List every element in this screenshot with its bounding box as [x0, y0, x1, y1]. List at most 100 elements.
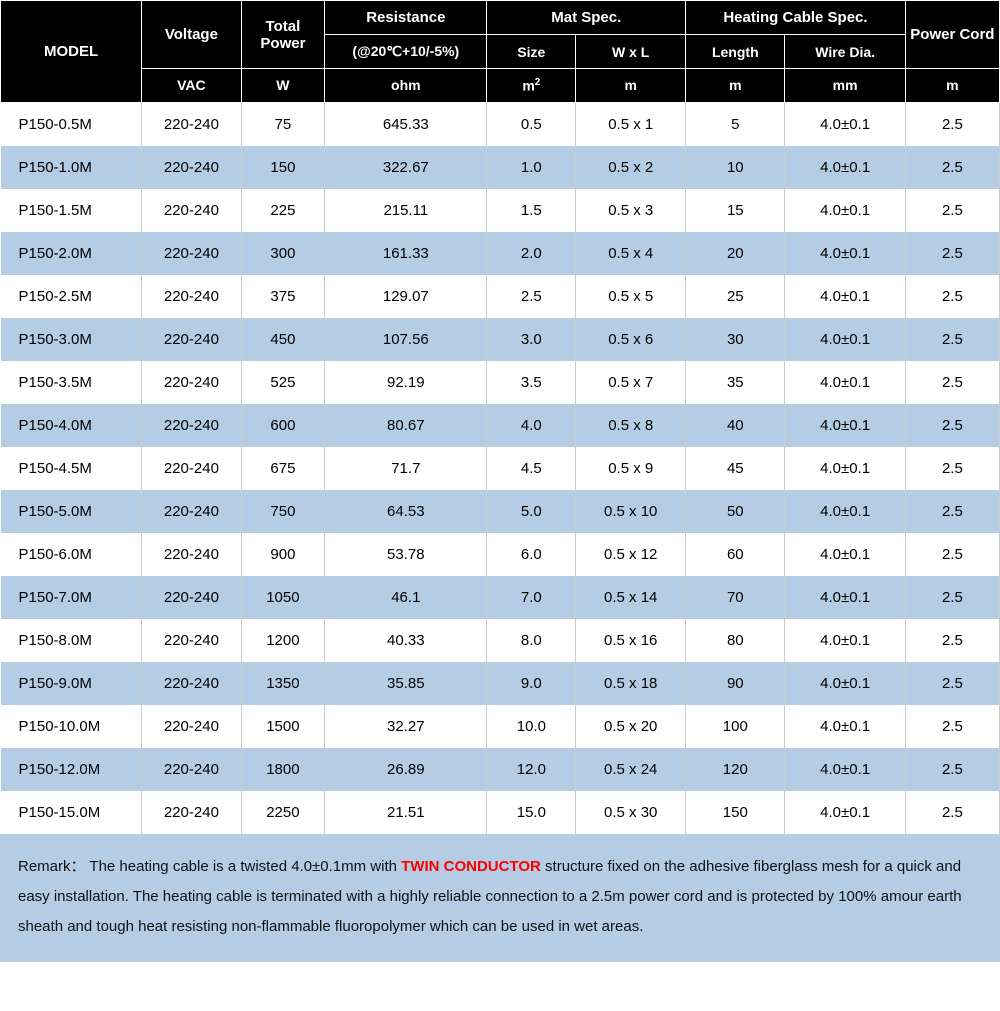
- cell-wxl: 0.5 x 30: [576, 791, 686, 834]
- cell-wdia: 4.0±0.1: [785, 447, 905, 490]
- cell-model: P150-4.5M: [1, 447, 142, 490]
- cell-wxl: 0.5 x 4: [576, 232, 686, 275]
- cell-wxl: 0.5 x 18: [576, 662, 686, 705]
- cell-wxl: 0.5 x 9: [576, 447, 686, 490]
- cell-voltage: 220-240: [142, 318, 241, 361]
- cell-wdia: 4.0±0.1: [785, 318, 905, 361]
- cell-res: 21.51: [325, 791, 487, 834]
- col-header-voltage: Voltage: [142, 1, 241, 69]
- unit-voltage: VAC: [142, 69, 241, 103]
- cell-wxl: 0.5 x 6: [576, 318, 686, 361]
- col-header-resistance: Resistance: [325, 1, 487, 35]
- cell-pcord: 2.5: [905, 189, 999, 232]
- cell-size: 0.5: [487, 102, 576, 146]
- cell-res: 80.67: [325, 404, 487, 447]
- cell-length: 5: [686, 102, 785, 146]
- cell-size: 1.0: [487, 146, 576, 189]
- cell-pcord: 2.5: [905, 275, 999, 318]
- cell-res: 215.11: [325, 189, 487, 232]
- cell-wxl: 0.5 x 16: [576, 619, 686, 662]
- cell-pcord: 2.5: [905, 619, 999, 662]
- unit-length: m: [686, 69, 785, 103]
- cell-wxl: 0.5 x 20: [576, 705, 686, 748]
- col-header-resistance-sub: (@20℃+10/-5%): [325, 35, 487, 69]
- cell-model: P150-3.0M: [1, 318, 142, 361]
- cell-pcord: 2.5: [905, 533, 999, 576]
- col-header-model: MODEL: [1, 1, 142, 103]
- cell-pcord: 2.5: [905, 102, 999, 146]
- cell-length: 10: [686, 146, 785, 189]
- cell-wxl: 0.5 x 5: [576, 275, 686, 318]
- cell-wxl: 0.5 x 24: [576, 748, 686, 791]
- cell-model: P150-1.5M: [1, 189, 142, 232]
- cell-res: 40.33: [325, 619, 487, 662]
- cell-voltage: 220-240: [142, 275, 241, 318]
- cell-model: P150-15.0M: [1, 791, 142, 834]
- col-header-cable-spec: Heating Cable Spec.: [686, 1, 906, 35]
- cell-power: 450: [241, 318, 325, 361]
- cell-power: 1800: [241, 748, 325, 791]
- cell-pcord: 2.5: [905, 791, 999, 834]
- cell-length: 30: [686, 318, 785, 361]
- cell-wxl: 0.5 x 7: [576, 361, 686, 404]
- table-row: P150-3.5M220-24052592.193.50.5 x 7354.0±…: [1, 361, 1000, 404]
- cell-size: 1.5: [487, 189, 576, 232]
- cell-size: 3.5: [487, 361, 576, 404]
- cell-res: 645.33: [325, 102, 487, 146]
- cell-voltage: 220-240: [142, 404, 241, 447]
- cell-wxl: 0.5 x 2: [576, 146, 686, 189]
- cell-power: 150: [241, 146, 325, 189]
- cell-res: 26.89: [325, 748, 487, 791]
- cell-pcord: 2.5: [905, 662, 999, 705]
- cell-wxl: 0.5 x 10: [576, 490, 686, 533]
- cell-length: 50: [686, 490, 785, 533]
- cell-voltage: 220-240: [142, 146, 241, 189]
- cell-length: 15: [686, 189, 785, 232]
- table-row: P150-15.0M220-240225021.5115.00.5 x 3015…: [1, 791, 1000, 834]
- cell-voltage: 220-240: [142, 576, 241, 619]
- cell-res: 35.85: [325, 662, 487, 705]
- cell-model: P150-0.5M: [1, 102, 142, 146]
- cell-voltage: 220-240: [142, 791, 241, 834]
- cell-res: 53.78: [325, 533, 487, 576]
- cell-wxl: 0.5 x 14: [576, 576, 686, 619]
- cell-pcord: 2.5: [905, 490, 999, 533]
- table-row: P150-10.0M220-240150032.2710.00.5 x 2010…: [1, 705, 1000, 748]
- cell-power: 2250: [241, 791, 325, 834]
- cell-wdia: 4.0±0.1: [785, 533, 905, 576]
- cell-pcord: 2.5: [905, 232, 999, 275]
- table-row: P150-8.0M220-240120040.338.00.5 x 16804.…: [1, 619, 1000, 662]
- cell-voltage: 220-240: [142, 189, 241, 232]
- cell-size: 2.0: [487, 232, 576, 275]
- table-row: P150-7.0M220-240105046.17.00.5 x 14704.0…: [1, 576, 1000, 619]
- table-row: P150-4.5M220-24067571.74.50.5 x 9454.0±0…: [1, 447, 1000, 490]
- cell-voltage: 220-240: [142, 490, 241, 533]
- cell-voltage: 220-240: [142, 361, 241, 404]
- spec-table: MODEL Voltage Total Power Resistance Mat…: [0, 0, 1000, 834]
- cell-pcord: 2.5: [905, 576, 999, 619]
- cell-power: 75: [241, 102, 325, 146]
- cell-res: 161.33: [325, 232, 487, 275]
- cell-model: P150-10.0M: [1, 705, 142, 748]
- col-header-mat-wxl: W x L: [576, 35, 686, 69]
- col-header-mat-spec: Mat Spec.: [487, 1, 686, 35]
- cell-power: 600: [241, 404, 325, 447]
- cell-size: 8.0: [487, 619, 576, 662]
- cell-wxl: 0.5 x 12: [576, 533, 686, 576]
- unit-power: W: [241, 69, 325, 103]
- cell-length: 100: [686, 705, 785, 748]
- cell-pcord: 2.5: [905, 748, 999, 791]
- cell-model: P150-7.0M: [1, 576, 142, 619]
- cell-wdia: 4.0±0.1: [785, 275, 905, 318]
- cell-pcord: 2.5: [905, 146, 999, 189]
- cell-power: 225: [241, 189, 325, 232]
- col-header-total-power: Total Power: [241, 1, 325, 69]
- cell-pcord: 2.5: [905, 447, 999, 490]
- cell-length: 90: [686, 662, 785, 705]
- cell-res: 92.19: [325, 361, 487, 404]
- cell-power: 1200: [241, 619, 325, 662]
- col-header-cable-wdia: Wire Dia.: [785, 35, 905, 69]
- cell-size: 10.0: [487, 705, 576, 748]
- cell-power: 525: [241, 361, 325, 404]
- cell-voltage: 220-240: [142, 102, 241, 146]
